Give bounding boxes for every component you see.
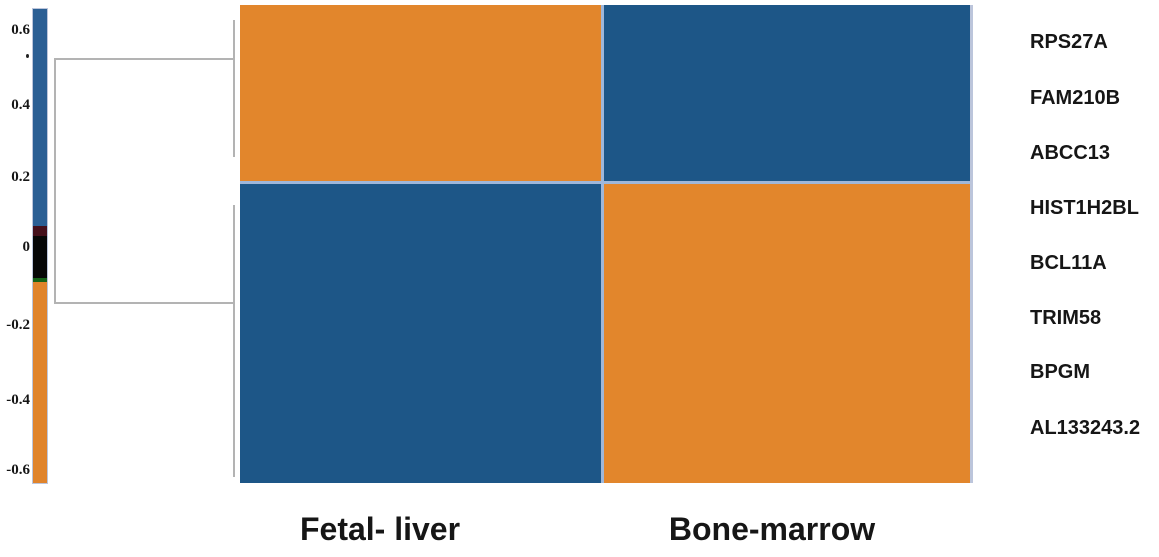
gene-label: TRIM58 bbox=[1030, 307, 1102, 329]
colorbar-tick-label: -0.4 bbox=[6, 392, 30, 408]
colorbar-segment-near-zero-black bbox=[33, 236, 47, 278]
colorbar-tick-label: 0.4 bbox=[11, 97, 30, 113]
gene-label: ABCC13 bbox=[1030, 142, 1111, 164]
gene-label: AL133243.2 bbox=[1030, 417, 1141, 439]
gene-label: FAM210B bbox=[1030, 87, 1121, 109]
gene-label: RPS27A bbox=[1030, 31, 1108, 53]
colorbar bbox=[32, 8, 48, 484]
gene-label: BCL11A bbox=[1030, 252, 1107, 274]
colorbar-segment-green bbox=[33, 278, 47, 282]
colorbar-tick-label: -0.6 bbox=[6, 462, 30, 478]
heatmap-cell-bottom-bone-marrow bbox=[604, 184, 970, 483]
gene-label: BPGM bbox=[1030, 361, 1090, 383]
colorbar-segment-negative-orange bbox=[33, 282, 47, 483]
colorbar-tick-label: 0.6 bbox=[11, 22, 30, 38]
colorbar-segments bbox=[33, 9, 47, 483]
heatmap-cell-bottom-fetal-liver bbox=[240, 184, 601, 483]
colorbar-tick-label: 0 bbox=[22, 239, 31, 255]
heatmap-grid bbox=[240, 5, 973, 483]
heatmap-cell-top-bone-marrow bbox=[604, 5, 970, 181]
dendrogram-root-line bbox=[54, 58, 56, 304]
colorbar-tick-label: 0.2 bbox=[11, 169, 30, 185]
gene-label: HIST1H2BL bbox=[1030, 197, 1139, 219]
column-label-bone-marrow: Bone-marrow bbox=[668, 511, 876, 547]
heatmap-cell-top-fetal-liver bbox=[240, 5, 601, 181]
dendrogram-bottom-cluster-span bbox=[233, 205, 235, 477]
colorbar-tick-label: -0.2 bbox=[6, 317, 30, 333]
column-label-fetal-liver: Fetal- liver bbox=[299, 511, 461, 547]
colorbar-segment-dark-red bbox=[33, 226, 47, 236]
dendrogram-top-branch bbox=[54, 58, 235, 60]
tick-dot bbox=[26, 54, 29, 58]
dendrogram-bottom-branch bbox=[54, 302, 235, 304]
dendrogram-top-cluster-span bbox=[233, 20, 235, 157]
colorbar-segment-positive-blue bbox=[33, 9, 47, 226]
